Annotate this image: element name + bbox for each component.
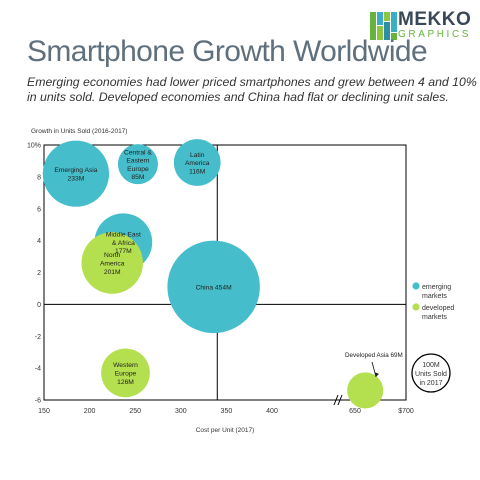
subtitle-line: Emerging economies had lower priced smar…	[27, 75, 477, 89]
bubble	[347, 372, 384, 409]
legend: emerging markets developed markets 100M …	[411, 282, 454, 393]
bubble-label: America	[185, 160, 210, 167]
y-tick-label: -6	[35, 398, 41, 405]
legend-emerging-swatch	[412, 282, 420, 290]
bubble-label: Central &	[124, 149, 152, 156]
plot-frame	[43, 144, 407, 401]
page-title: Smartphone Growth Worldwide	[27, 35, 428, 68]
bubble-label: 177M	[115, 248, 132, 255]
legend-developed-label: developed	[422, 305, 454, 312]
axis-break-mark	[333, 394, 339, 406]
bubble-label: Eastern	[126, 158, 149, 165]
bubble-label: Europe	[127, 166, 149, 173]
bubbles	[42, 139, 384, 409]
size-key-label: in 2017	[420, 380, 443, 387]
bubble-label: Latin	[190, 152, 205, 159]
bubble	[173, 139, 221, 186]
callout-arrow-line	[371, 361, 377, 378]
legend-emerging-label: markets	[422, 293, 447, 300]
bubble-label: America	[100, 261, 125, 268]
y-tick-label: 0	[37, 302, 41, 309]
size-key-circle	[411, 353, 451, 393]
y-axis-title: Growth in Units Sold (2016-2017)	[31, 128, 127, 135]
y-tick-label: -2	[35, 334, 41, 341]
bubble-label: 126M	[117, 379, 134, 386]
logo-squares-icon	[370, 12, 397, 40]
size-key-label: Units Sold	[415, 371, 447, 378]
bubble-label: Emerging Asia	[54, 167, 97, 174]
y-tick-label: 10%	[27, 143, 41, 150]
x-tick-label: $700	[398, 408, 414, 415]
bubble-label: Europe	[115, 371, 137, 378]
x-tick-label: 650	[349, 408, 361, 415]
brand-name-bottom: GRAPHICS	[398, 29, 472, 40]
bubble-label: China 454M	[196, 284, 232, 291]
y-tick-label: -4	[35, 366, 41, 373]
x-tick-label: 150	[38, 408, 50, 415]
callout-arrow-head	[375, 372, 380, 377]
subtitle-line: in units sold. Developed economies and C…	[27, 90, 449, 104]
bubble-label: Middle East	[106, 232, 141, 239]
x-tick-label: 300	[175, 408, 187, 415]
mekko-graphics-logo	[370, 10, 474, 44]
bubble-label: 201M	[104, 269, 121, 276]
bubble	[117, 144, 158, 185]
bubble-label: 233M	[68, 175, 85, 182]
bubble-label: 116M	[189, 168, 206, 175]
bubble	[167, 240, 260, 334]
bubble-label: & Africa	[112, 240, 135, 247]
y-tick-label: 2	[37, 270, 41, 277]
bubble-label: Developed Asia 69M	[345, 352, 403, 359]
x-tick-label: 250	[129, 408, 141, 415]
bubble	[42, 140, 110, 207]
bubble-label: 85M	[131, 174, 144, 181]
bubble-label: North	[104, 252, 121, 259]
y-tick-label: 4	[37, 238, 41, 245]
size-key-label: 100M	[422, 362, 440, 369]
brand-name-top: MEKKO	[398, 9, 472, 30]
subtitle: Emerging economies had lower priced smar…	[27, 75, 477, 105]
x-axis-title: Cost per Unit (2017)	[196, 427, 255, 434]
bubble	[101, 348, 150, 398]
x-tick-label: 350	[221, 408, 233, 415]
x-tick-label: 200	[84, 408, 96, 415]
legend-emerging-label: emerging	[422, 284, 451, 291]
bubble-label: Western	[113, 362, 138, 369]
legend-developed-label: markets	[422, 314, 447, 321]
x-tick-label: 400	[266, 408, 278, 415]
bubble	[81, 232, 144, 294]
y-tick-label: 6	[37, 206, 41, 213]
axis-break-mark	[337, 394, 343, 406]
y-tick-label: 8	[37, 174, 41, 181]
legend-developed-swatch	[412, 303, 420, 311]
